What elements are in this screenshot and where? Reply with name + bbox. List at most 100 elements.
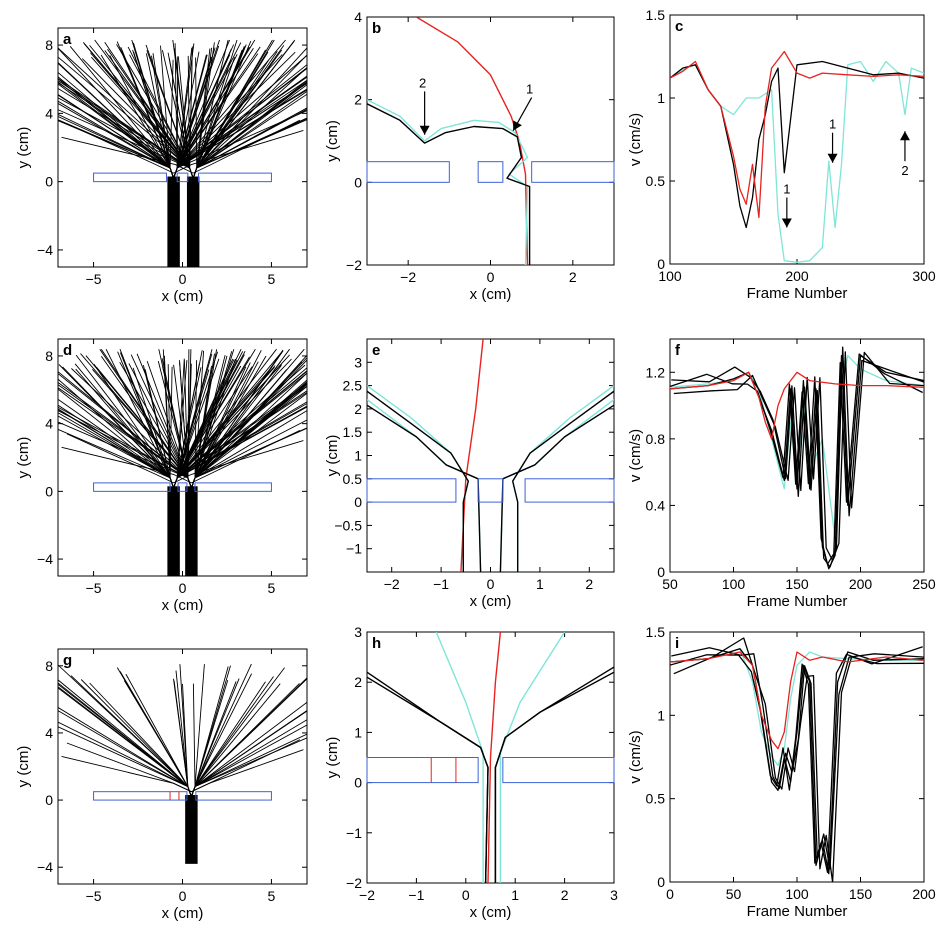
y-tick-label: 0.5 [646,173,666,189]
series-line-black [670,648,924,875]
barrier [177,482,188,492]
panel-label: f [675,342,681,359]
x-tick-label: −5 [86,271,102,287]
x-tick-label: 5 [268,580,276,596]
y-tick-label: 4 [45,416,53,432]
incoming-stream [186,176,200,267]
trajectory-group [58,39,307,267]
y-tick-label: 0 [354,775,362,791]
y-axis-label: y (cm) [324,435,341,477]
barrier [176,172,189,183]
trajectory-line [367,676,489,883]
panel-i: 0 50 100 150 200 0 0.5 1 1.5 Frame Number v (cm/s)… [627,624,936,920]
series-line-red [670,651,924,750]
incoming-stream [185,486,198,576]
x-tick-label: 2 [585,576,593,592]
series-line-cyan [670,648,924,766]
incoming-stream [167,486,180,576]
x-tick-label: 250 [912,576,936,592]
panel-c: 100 200 300 0 0.5 1 1.5 Frame Number v (cm/s) c 1 1… [627,7,936,302]
y-tick-label: 0 [45,174,53,190]
x-tick-label: 2 [561,887,569,903]
barrier [531,161,615,183]
x-tick-label: 0 [462,887,470,903]
trajectory-line [173,129,304,174]
trajectory-group [58,663,307,864]
y-tick-label: −2 [346,257,362,273]
trajectory-group [58,348,307,576]
arrow-head [827,153,838,163]
x-tick-label: 0 [666,886,674,902]
barrier [502,757,615,784]
panel-c-frame [669,14,925,265]
x-tick-label: 0 [179,888,187,904]
series-line-cyan [670,60,924,263]
trajectory-line [58,687,192,797]
trajectory-line [190,733,307,797]
trajectory-line [191,739,301,793]
trajectory-line [66,123,174,174]
x-tick-label: −2 [384,576,400,592]
y-tick-label: −4 [37,551,53,567]
barrier [477,161,504,183]
trajectory-line [367,103,531,265]
barrier [93,482,171,492]
barrier [195,791,272,801]
panel-label: c [675,18,683,35]
trajectory-line [58,683,192,797]
panel-label: i [675,635,679,652]
series-line-black [670,646,923,874]
y-axis-label: y (cm) [15,437,32,479]
barrier [93,791,188,801]
panel-label: b [372,20,381,37]
x-tick-label: 50 [726,886,742,902]
x-tick-label: 0 [487,269,495,285]
trajectory-line [192,108,307,179]
trajectory-line [416,17,529,265]
barrier [477,478,504,503]
trajectory-line [192,40,252,179]
y-tick-label: 0 [354,494,362,510]
series-line-red [670,371,924,440]
y-tick-label: 0.5 [646,791,666,807]
y-tick-label: 1.2 [646,364,666,380]
panel-label: d [63,342,72,359]
trajectory-line [58,83,175,179]
x-tick-label: 100 [658,268,682,284]
trajectory-line [190,663,252,797]
y-tick-label: 4 [45,105,53,121]
x-tick-label: 0 [179,271,187,287]
trajectory-line [190,710,307,797]
x-tick-label: 300 [912,268,936,284]
trajectory-line [58,408,175,489]
y-axis-label: y (cm) [15,746,32,788]
y-tick-label: −2 [346,875,362,891]
barrier [198,172,272,183]
x-tick-label: −1 [408,887,424,903]
trajectory-line [367,404,482,572]
panel-label: h [372,635,381,652]
y-tick-label: 2 [354,92,362,108]
panel-b: −2 0 2 −2 0 2 4 x (cm) y (cm) b 2 1 [324,9,615,303]
panel-b-frame [366,16,615,266]
trajectory-line [190,667,285,797]
trajectory-line [190,683,196,797]
trajectory-line [367,671,489,883]
series-line-black [673,637,924,882]
trajectory-line [100,356,192,489]
x-tick-label: 5 [268,888,276,904]
barrier [524,478,615,503]
annotation-label: 2 [419,75,426,90]
x-tick-label: 200 [785,268,809,284]
y-axis-label: v (cm/s) [627,113,644,166]
x-axis-label: Frame Number [747,285,848,302]
panel-a: −5 0 5 −4 0 4 8 x (cm) y (cm) a [15,27,308,305]
y-tick-label: 1.5 [646,7,666,23]
arrow-head [899,131,910,141]
trajectory-line [512,390,614,572]
trajectory-line [190,709,307,797]
x-tick-label: −5 [86,888,102,904]
y-tick-label: 1.5 [343,424,363,440]
y-tick-label: 1 [657,90,665,106]
x-tick-label: 200 [912,886,936,902]
